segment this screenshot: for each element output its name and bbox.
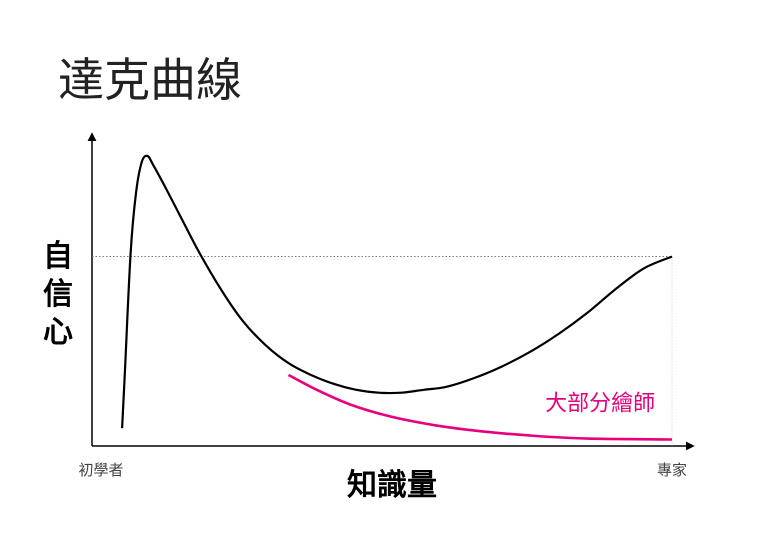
annotation-label: 大部分繪師 [545, 391, 655, 416]
series-highlight-curve [287, 373, 673, 441]
chart-title: 達克曲線 [58, 53, 242, 107]
x-axis-label: 知識量 [347, 468, 437, 503]
x-tick-label-start: 初學者 [78, 461, 123, 479]
series-main-curve [121, 154, 673, 429]
y-axis-label-char: 自 [43, 239, 73, 274]
y-axis-label: 自信心 [43, 239, 73, 350]
y-axis-label-char: 信 [43, 277, 73, 312]
x-tick-label-end: 專家 [657, 461, 687, 479]
y-axis-label-char: 心 [43, 315, 73, 350]
